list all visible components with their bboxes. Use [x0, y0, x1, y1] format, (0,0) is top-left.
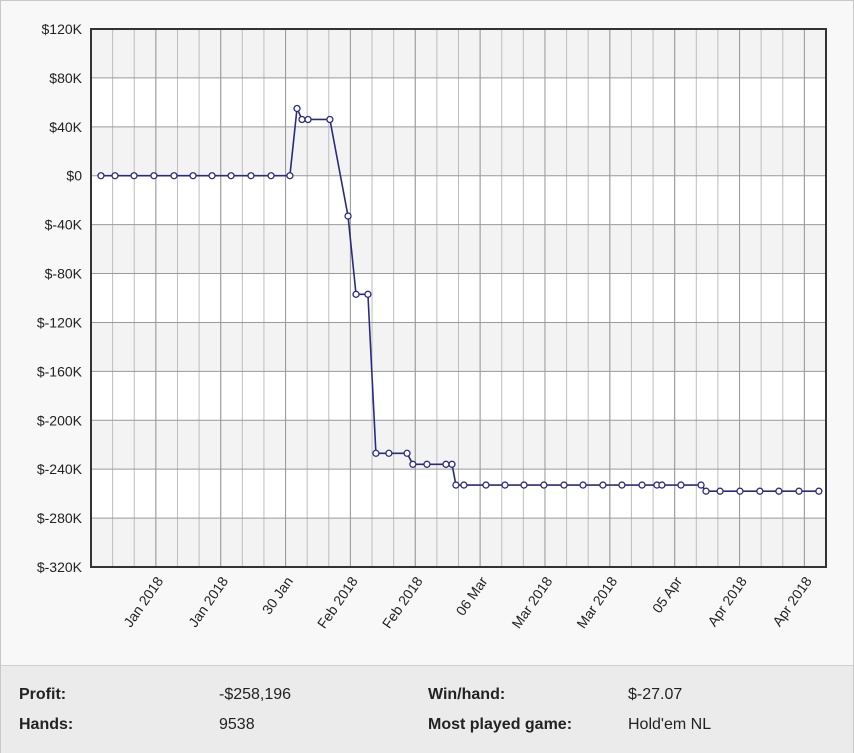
point-marker [150, 172, 158, 180]
x-tick-label: Feb 2018 [314, 573, 361, 631]
summary-value: $-27.07 [628, 686, 683, 703]
point-marker [520, 481, 528, 489]
point-marker [189, 172, 197, 180]
x-tick-label: Apr 2018 [704, 573, 750, 629]
point-marker [298, 115, 306, 124]
x-tick-label: Mar 2018 [508, 573, 555, 631]
summary-value: Hold'em NL [628, 716, 712, 733]
y-tick-label: $-240K [37, 461, 83, 477]
x-tick-label: Feb 2018 [379, 573, 426, 631]
point-marker [423, 460, 431, 468]
x-tick-label: Jan 2018 [185, 573, 231, 630]
summary-label: Win/hand: [428, 686, 506, 703]
summary-label: Profit: [19, 686, 67, 703]
point-marker [267, 172, 275, 180]
point-marker [97, 172, 105, 180]
point-marker [452, 481, 460, 489]
point-marker [482, 481, 490, 489]
point-marker [716, 487, 724, 495]
point-marker [111, 172, 119, 180]
point-marker [501, 481, 509, 489]
y-tick-label: $-200K [37, 412, 83, 428]
point-marker [815, 487, 823, 495]
plot-border [90, 28, 827, 568]
summary-label: Most played game: [428, 716, 573, 733]
point-marker [442, 460, 450, 468]
point-marker [208, 172, 216, 180]
point-marker [304, 115, 312, 124]
point-marker [448, 460, 456, 468]
x-tick-label: Mar 2018 [573, 573, 620, 631]
x-tick-label: 06 Mar [452, 573, 490, 618]
x-tick-label: Apr 2018 [769, 573, 815, 629]
point-marker [286, 172, 294, 180]
summary: Profit: -$258,196 Win/hand: $-27.07 Hands: 95… [1, 665, 853, 753]
y-tick-label: $80K [49, 70, 82, 86]
y-tick-label: $-160K [37, 363, 83, 379]
point-marker [540, 481, 548, 489]
summary-value: 9538 [219, 716, 255, 733]
point-marker [326, 115, 334, 124]
point-marker [293, 104, 301, 113]
point-marker [795, 487, 803, 495]
point-marker [364, 290, 372, 298]
point-marker [560, 481, 568, 489]
point-marker [460, 481, 468, 489]
y-tick-label: $0 [66, 168, 82, 184]
point-marker [170, 172, 178, 180]
point-marker [130, 172, 138, 180]
point-marker [677, 481, 685, 489]
point-marker [736, 487, 744, 495]
point-marker [579, 481, 587, 489]
x-tick-label: 05 Apr [649, 573, 686, 616]
point-marker [702, 487, 710, 495]
point-marker [344, 212, 352, 220]
point-marker [775, 487, 783, 495]
y-tick-label: $-280K [37, 510, 83, 526]
x-tick-label: 30 Jan [259, 574, 296, 618]
y-tick-label: $-120K [37, 314, 83, 330]
point-marker [599, 481, 607, 489]
summary-value: -$258,196 [219, 686, 292, 703]
point-marker [403, 449, 411, 457]
point-marker [385, 449, 393, 457]
y-tick-label: $-320K [37, 559, 83, 575]
point-marker [658, 481, 666, 489]
summary-label: Hands: [19, 716, 74, 733]
y-tick-label: $-80K [45, 266, 83, 282]
chart: $120K $80K $40K $0 $-40K $-80K $-120K $-160K $-2… [37, 21, 827, 631]
point-marker [697, 481, 705, 489]
y-tick-label: $120K [42, 21, 83, 37]
x-tick-label: Jan 2018 [120, 573, 166, 630]
point-marker [618, 481, 626, 489]
point-marker [372, 449, 380, 457]
y-tick-label: $40K [49, 119, 82, 135]
point-marker [756, 487, 764, 495]
point-marker [352, 290, 360, 298]
point-marker [638, 481, 646, 489]
point-marker [409, 460, 417, 468]
point-marker [247, 172, 255, 180]
y-tick-label: $-40K [45, 217, 83, 233]
point-marker [227, 172, 235, 180]
